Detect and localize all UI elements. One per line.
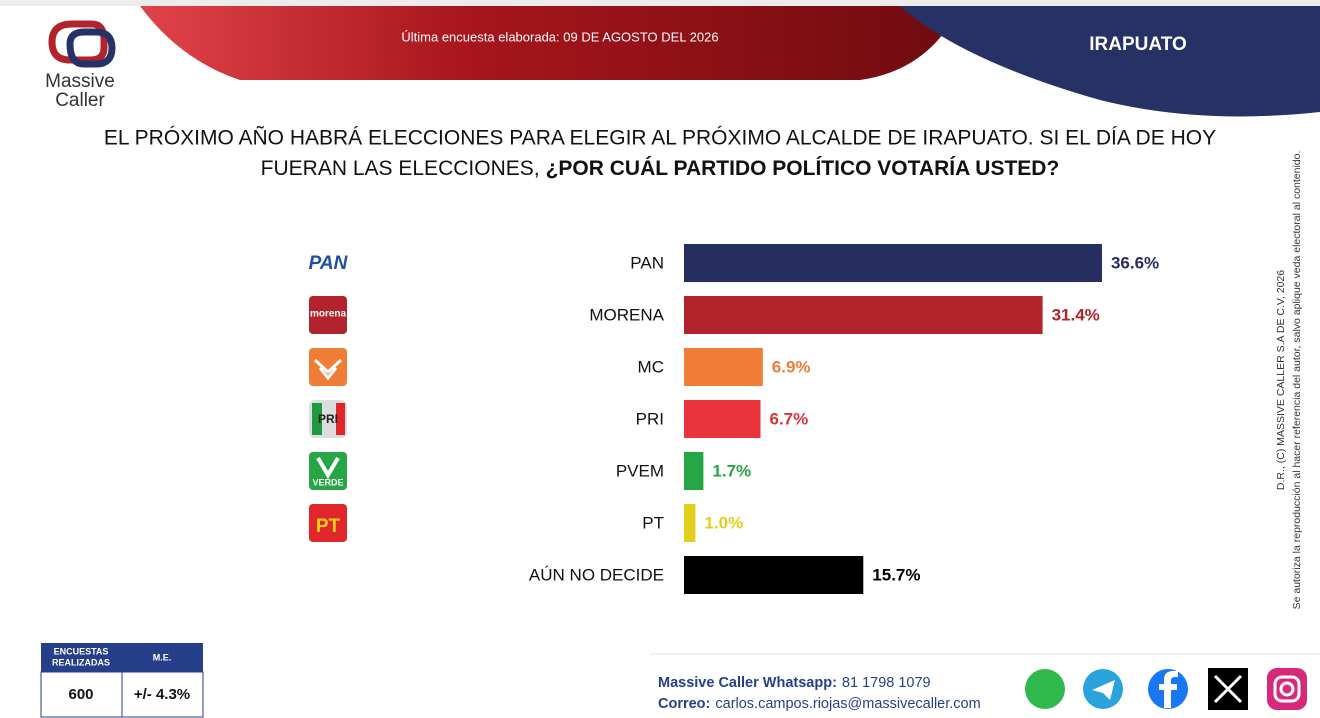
table-header: ENCUESTAS [54, 646, 109, 656]
whatsapp: 81 1798 1079 [842, 675, 931, 691]
bar [684, 244, 1102, 282]
contact-email: Correo: carlos.campos.riojas@massivecalle… [658, 696, 981, 712]
survey-date: Última encuesta elaborada: 09 DE AGOSTO … [401, 29, 718, 44]
bar [684, 296, 1043, 334]
category-label: PRI [636, 409, 664, 428]
party-logos: PAN morena PRI VERDE PT [309, 253, 349, 542]
contact-whatsapp: Massive Caller Whatsapp: 81 1798 1079 [658, 675, 931, 691]
authorization: Se autoriza la reproducción al hacer ref… [1291, 151, 1303, 610]
category-label: PVEM [616, 461, 664, 480]
region-band [900, 6, 1320, 117]
value-label: 6.7% [770, 409, 809, 428]
social-icons [1025, 668, 1307, 710]
bar [684, 452, 704, 490]
category-label: AÚN NO DECIDE [529, 565, 664, 584]
brand-line1: Massive [45, 71, 115, 92]
brand-line2: Caller [55, 90, 105, 111]
bar [684, 348, 763, 386]
table-header: REALIZADAS [52, 657, 110, 667]
instagram-icon[interactable] [1267, 668, 1307, 710]
value-label: 31.4% [1052, 305, 1100, 324]
header-band [140, 6, 960, 80]
table-header: M.E. [153, 652, 172, 662]
category-label: PAN [630, 253, 664, 272]
logo-pvem: VERDE [312, 477, 343, 487]
value-label: 36.6% [1111, 253, 1159, 272]
title-emphasis: ¿POR CUÁL PARTIDO POLÍTICO VOTARÍA USTED… [546, 157, 1060, 180]
email: carlos.campos.riojas@massivecaller.com [715, 696, 980, 712]
rights: D.R., (C) MASSIVE CALLER S.A DE C.V, 202… [1275, 270, 1287, 490]
category-label: MORENA [589, 305, 664, 324]
region: IRAPUATO [1089, 34, 1186, 55]
value-label: 1.0% [704, 513, 743, 532]
title-line2: FUERAN LAS ELECCIONES, [261, 157, 540, 180]
sample-table: ENCUESTAS REALIZADAS M.E. 600 +/- 4.3% [40, 643, 204, 718]
email-label: Correo: [658, 696, 710, 712]
value-label: 1.7% [712, 461, 751, 480]
category-label: MC [638, 357, 664, 376]
top-strip [0, 0, 1320, 6]
chart-title: EL PRÓXIMO AÑO HABRÁ ELECCIONES PARA ELE… [104, 126, 1216, 150]
value-label: 15.7% [872, 565, 920, 584]
whatsapp-label: Massive Caller Whatsapp: [658, 675, 837, 691]
bar [684, 400, 761, 438]
whatsapp-icon[interactable] [1025, 669, 1065, 709]
logo-pt: PT [316, 516, 341, 537]
chart-title-line2: FUERAN LAS ELECCIONES, ¿POR CUÁL PARTIDO … [261, 157, 1060, 180]
brand-logo: Massive Caller [45, 20, 116, 111]
value-label: 6.9% [772, 357, 811, 376]
logo-morena: morena [310, 309, 347, 320]
category-label: PT [642, 513, 664, 532]
table-value: +/- 4.3% [134, 686, 190, 703]
table-value: 600 [68, 686, 93, 703]
bar [684, 504, 696, 542]
logo-pri: PRI [318, 412, 338, 426]
logo-pan: PAN [309, 253, 349, 274]
bar [684, 556, 864, 594]
